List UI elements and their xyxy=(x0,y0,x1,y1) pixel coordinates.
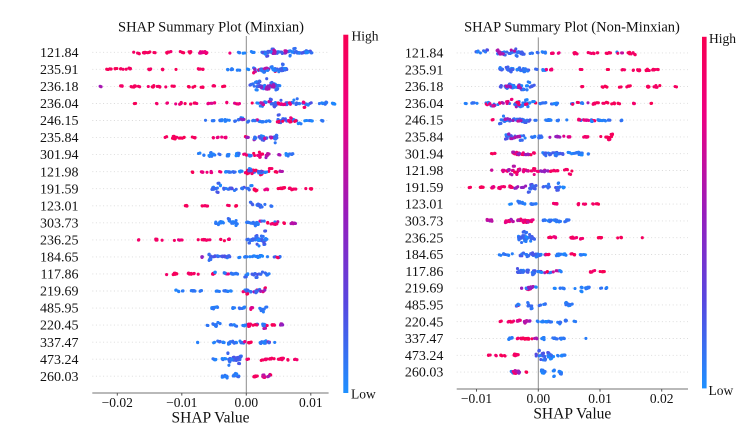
svg-text:184.65: 184.65 xyxy=(40,251,79,266)
svg-text:SHAP Summary Plot (Minxian): SHAP Summary Plot (Minxian) xyxy=(118,20,304,36)
svg-text:236.18: 236.18 xyxy=(405,80,444,95)
svg-text:235.91: 235.91 xyxy=(40,63,79,78)
svg-text:220.45: 220.45 xyxy=(40,319,79,334)
svg-text:235.84: 235.84 xyxy=(40,131,79,146)
svg-text:191.59: 191.59 xyxy=(405,181,444,196)
svg-text:220.45: 220.45 xyxy=(405,315,444,330)
svg-text:117.86: 117.86 xyxy=(41,268,79,283)
svg-text:0.00: 0.00 xyxy=(234,395,258,410)
svg-text:301.94: 301.94 xyxy=(40,148,79,163)
svg-text:235.91: 235.91 xyxy=(405,63,444,78)
svg-text:0.01: 0.01 xyxy=(588,391,612,406)
svg-text:121.98: 121.98 xyxy=(405,164,444,179)
svg-text:246.15: 246.15 xyxy=(405,114,444,129)
svg-text:−0.01: −0.01 xyxy=(461,391,492,406)
svg-text:0.02: 0.02 xyxy=(650,391,674,406)
svg-text:121.84: 121.84 xyxy=(40,46,79,61)
svg-text:High: High xyxy=(709,31,736,46)
svg-text:SHAP Value: SHAP Value xyxy=(172,410,250,427)
svg-text:236.25: 236.25 xyxy=(40,233,79,248)
svg-text:473.24: 473.24 xyxy=(40,353,79,368)
svg-text:121.98: 121.98 xyxy=(40,165,79,180)
svg-text:303.73: 303.73 xyxy=(40,216,79,231)
svg-text:121.84: 121.84 xyxy=(405,47,444,62)
svg-text:260.03: 260.03 xyxy=(405,366,444,381)
svg-text:260.03: 260.03 xyxy=(40,370,79,385)
svg-text:117.86: 117.86 xyxy=(405,265,443,280)
svg-text:191.59: 191.59 xyxy=(40,182,79,197)
svg-text:235.84: 235.84 xyxy=(405,131,444,146)
svg-text:0.01: 0.01 xyxy=(299,395,323,410)
svg-text:SHAP Summary Plot (Non-Minxian: SHAP Summary Plot (Non-Minxian) xyxy=(464,20,680,36)
svg-text:485.95: 485.95 xyxy=(40,302,79,317)
svg-text:Low: Low xyxy=(351,387,376,402)
svg-text:236.04: 236.04 xyxy=(40,97,79,112)
svg-text:Low: Low xyxy=(709,383,734,398)
svg-text:337.47: 337.47 xyxy=(40,336,79,351)
svg-text:−0.02: −0.02 xyxy=(102,395,133,410)
svg-text:219.69: 219.69 xyxy=(405,282,444,297)
svg-text:SHAP Value: SHAP Value xyxy=(533,406,611,423)
svg-text:236.04: 236.04 xyxy=(405,97,444,112)
svg-text:219.69: 219.69 xyxy=(40,285,79,300)
svg-text:236.25: 236.25 xyxy=(405,231,444,246)
svg-text:337.47: 337.47 xyxy=(405,332,444,347)
svg-text:473.24: 473.24 xyxy=(405,349,444,364)
svg-text:0.00: 0.00 xyxy=(526,391,550,406)
svg-text:123.01: 123.01 xyxy=(40,199,79,214)
svg-text:301.94: 301.94 xyxy=(405,147,444,162)
svg-text:485.95: 485.95 xyxy=(405,299,444,314)
svg-text:236.18: 236.18 xyxy=(40,80,79,95)
svg-text:303.73: 303.73 xyxy=(405,215,444,230)
svg-text:123.01: 123.01 xyxy=(405,198,444,213)
svg-text:High: High xyxy=(352,29,379,44)
svg-text:−0.01: −0.01 xyxy=(166,395,197,410)
svg-text:184.65: 184.65 xyxy=(405,248,444,263)
svg-text:246.15: 246.15 xyxy=(40,114,79,129)
